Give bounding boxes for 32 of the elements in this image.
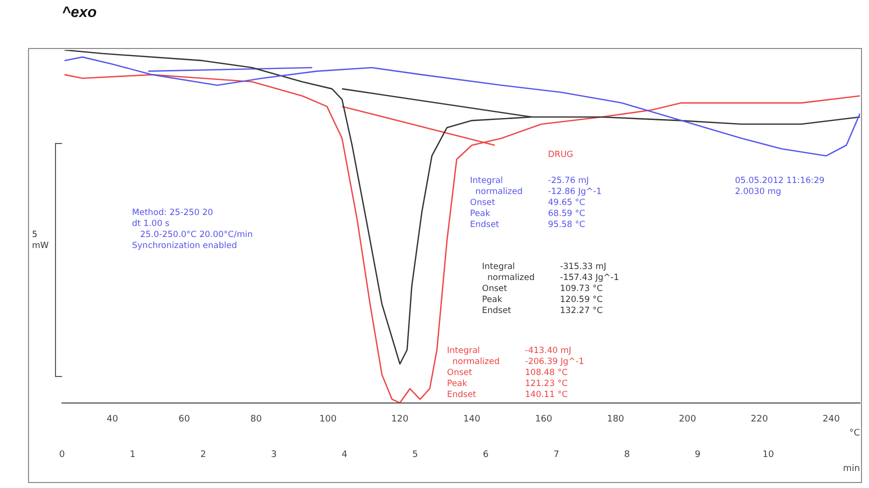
x-tick-label: 140 <box>463 414 481 425</box>
text: 5 mW <box>32 230 49 252</box>
x2-tick-label: 0 <box>59 450 66 460</box>
x2-tick-label: 7 <box>553 450 560 460</box>
x2-tick-label: 8 <box>624 450 630 460</box>
x-tick-label: 80 <box>250 414 262 425</box>
x2-axis-title: min <box>843 464 860 474</box>
text: Integral -315.33 mJ normalized -157.43 Jg^-1 Onset 109.73 °C Peak 120.59 °C Endset 132.27 °C <box>482 262 620 316</box>
x2-tick-label: 3 <box>270 450 277 460</box>
x-tick-label: 60 <box>178 414 190 425</box>
x-tick-label: 120 <box>391 414 409 425</box>
x2-tick-label: 4 <box>342 450 348 460</box>
x-axis-title: °C <box>849 428 860 438</box>
annotation: 05.05.2012 11:16:29 2.0030 mg <box>735 176 825 198</box>
text: Integral -413.40 mJ normalized -206.39 Jg^-1 Onset 108.48 °C Peak 121.23 °C Endset 140.11 °C <box>447 346 584 400</box>
x-tick-label: 220 <box>750 414 768 425</box>
text: Integral -25.76 mJ normalized -12.86 Jg^-1 Onset 49.65 °C Peak 68.59 °C Endset 95.58 °C <box>470 176 602 230</box>
x-tick-label: 240 <box>822 414 840 425</box>
x-tick-label: 200 <box>678 414 696 425</box>
x-tick-label: 180 <box>606 414 624 425</box>
x2-tick-label: 6 <box>482 450 489 460</box>
x-tick-label: 40 <box>106 414 118 425</box>
x2-tick-label: 10 <box>762 450 774 460</box>
annotation: Method: 25-250 20 dt 1.00 s 25.0-250.0°C 20.00°C/min Synchronization enabled <box>132 208 253 252</box>
annotation: DRUG <box>548 150 574 161</box>
x-tick-label: 160 <box>535 414 553 425</box>
x2-tick-label: 2 <box>200 450 206 460</box>
x2-tick-label: 9 <box>694 450 701 460</box>
x2-tick-label: 1 <box>130 450 136 460</box>
x2-tick-label: 5 <box>412 450 418 460</box>
x-tick-label: 100 <box>319 414 337 425</box>
chart-title: ^exo <box>62 4 97 22</box>
